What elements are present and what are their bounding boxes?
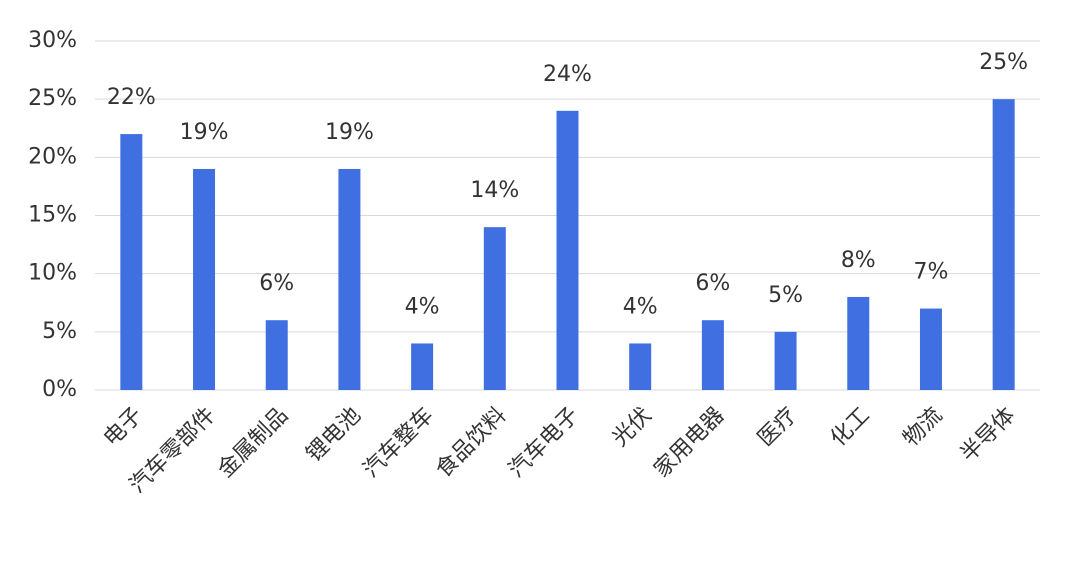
bar bbox=[919, 308, 942, 390]
x-tick-label: 汽车整车 bbox=[359, 403, 439, 483]
x-tick-label: 物流 bbox=[899, 403, 948, 452]
y-tick-label: 30% bbox=[28, 28, 77, 53]
x-tick-label: 汽车电子 bbox=[504, 403, 584, 483]
data-label: 6% bbox=[695, 271, 730, 296]
data-label: 4% bbox=[405, 294, 440, 319]
bar bbox=[411, 343, 434, 390]
x-tick-label: 家用电器 bbox=[649, 403, 729, 483]
data-label: 24% bbox=[543, 62, 592, 87]
bar bbox=[193, 168, 216, 390]
x-tick-label: 金属制品 bbox=[213, 403, 293, 483]
x-tick-label: 化工 bbox=[826, 403, 875, 452]
x-tick-label: 半导体 bbox=[956, 403, 1020, 467]
data-label: 5% bbox=[768, 283, 803, 308]
y-tick-label: 15% bbox=[28, 203, 77, 228]
data-label: 8% bbox=[841, 248, 876, 273]
bar bbox=[556, 110, 579, 391]
bar bbox=[483, 227, 506, 390]
bar bbox=[338, 168, 361, 390]
x-tick-label: 医疗 bbox=[753, 403, 802, 452]
y-tick-label: 20% bbox=[28, 144, 77, 169]
data-label: 19% bbox=[180, 120, 229, 145]
bar bbox=[265, 320, 288, 390]
bar bbox=[120, 134, 143, 390]
data-label: 25% bbox=[979, 50, 1028, 75]
data-label: 19% bbox=[325, 120, 374, 145]
y-tick-label: 10% bbox=[28, 261, 77, 286]
bar bbox=[629, 343, 652, 390]
bar bbox=[774, 331, 797, 390]
data-label: 4% bbox=[623, 294, 658, 319]
bar bbox=[992, 99, 1015, 391]
data-label: 22% bbox=[107, 85, 156, 110]
y-tick-label: 5% bbox=[42, 319, 77, 344]
data-label: 14% bbox=[470, 178, 519, 203]
x-tick-label: 光伏 bbox=[608, 403, 657, 452]
y-tick-label: 0% bbox=[42, 377, 77, 402]
x-tick-label: 锂电池 bbox=[302, 403, 366, 467]
data-label: 6% bbox=[259, 271, 294, 296]
data-label: 7% bbox=[914, 260, 949, 285]
x-tick-label: 食品饮料 bbox=[431, 403, 511, 483]
bar bbox=[701, 320, 724, 390]
bar bbox=[847, 296, 870, 390]
x-tick-label: 电子 bbox=[99, 403, 148, 452]
y-tick-label: 25% bbox=[28, 86, 77, 111]
